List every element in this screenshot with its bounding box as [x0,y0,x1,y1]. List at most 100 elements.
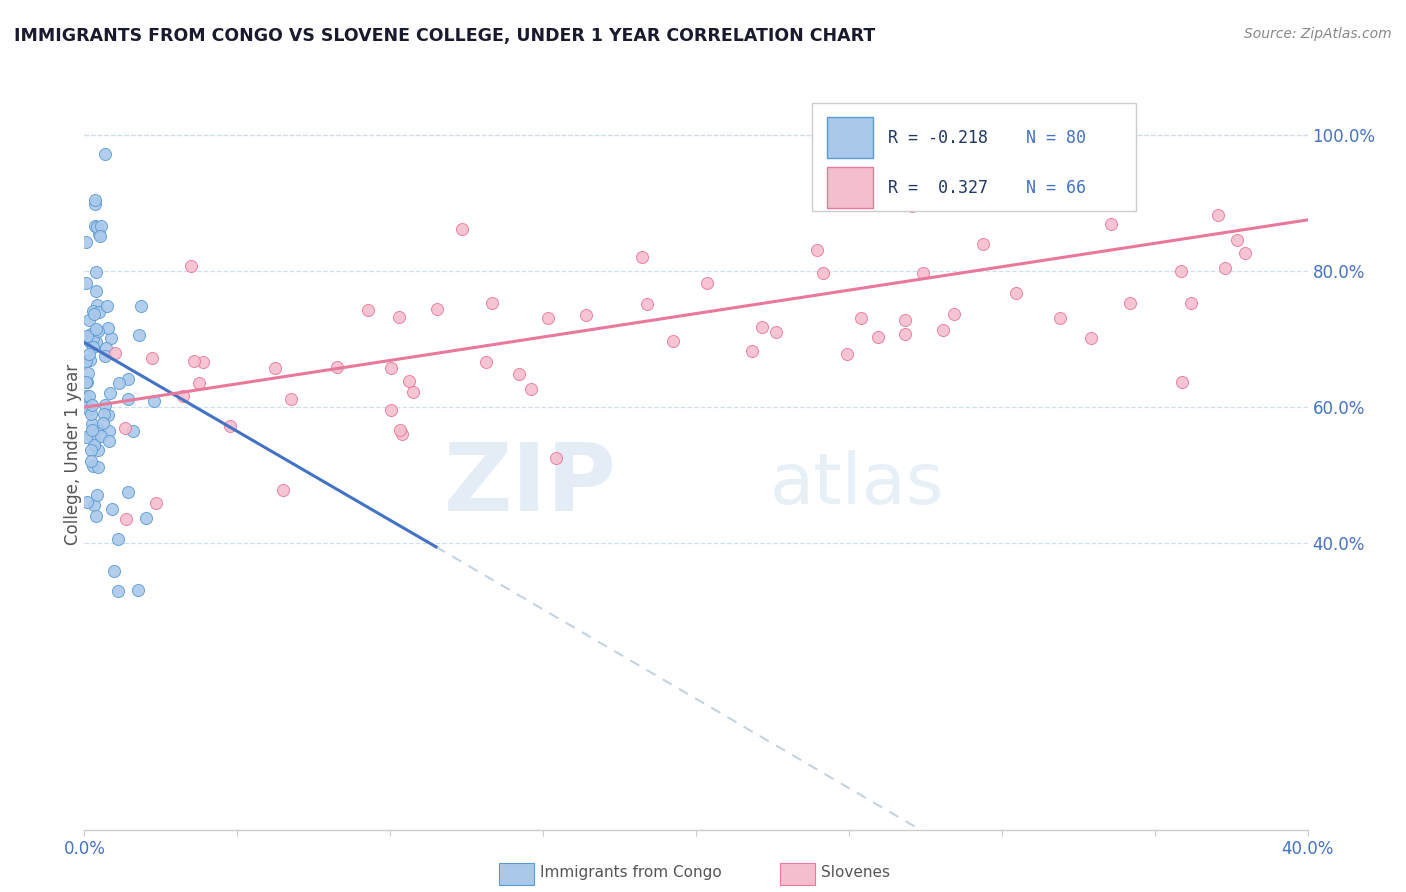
Point [172,389,194,403]
Point [103,565,125,579]
Point [93,407,115,421]
Point [77,403,100,417]
Point [104,346,127,360]
Point [131,300,153,314]
Point [188,376,211,390]
Point [94,397,117,411]
Point [1099,217,1122,231]
Point [84,322,107,336]
Point [183,353,205,368]
Point [82,459,104,474]
Point [380,403,402,417]
Point [100,331,122,345]
Point [765,326,787,340]
Point [94,349,117,363]
Text: atlas: atlas [769,450,943,519]
Point [191,354,214,368]
Point [1170,264,1192,278]
Point [89,229,111,244]
Point [97,321,120,335]
Point [79,353,101,368]
Point [77,389,100,403]
Point [811,266,834,280]
Point [271,483,294,497]
Point [84,264,107,278]
Point [86,298,108,312]
Point [82,331,104,345]
Point [75,276,97,290]
Point [357,302,380,317]
Point [80,442,103,457]
Point [481,296,503,310]
Point [180,259,202,273]
Point [901,199,924,213]
Point [398,374,420,388]
Point [1206,208,1229,222]
Point [128,328,150,343]
Point [82,340,104,354]
Point [849,311,872,326]
Text: Source: ZipAtlas.com: Source: ZipAtlas.com [1244,27,1392,41]
Point [87,305,110,319]
Point [1080,331,1102,345]
Text: Immigrants from Congo: Immigrants from Congo [540,865,721,880]
Point [83,194,105,208]
Point [107,584,129,599]
Point [117,392,139,406]
Point [114,421,136,435]
FancyBboxPatch shape [827,167,873,208]
Point [575,308,598,322]
Text: ZIP: ZIP [443,439,616,531]
Point [86,219,108,234]
Point [1119,296,1142,310]
Point [1234,246,1257,260]
Point [450,222,472,236]
Point [894,327,917,342]
Point [84,219,107,233]
Point [117,372,139,386]
Point [741,343,763,358]
Point [806,243,828,257]
Point [866,329,889,343]
Point [661,334,683,349]
Point [80,454,103,468]
Point [127,582,149,597]
Point [83,307,105,321]
Point [77,313,100,327]
Point [75,389,97,403]
Point [972,236,994,251]
Point [80,428,103,442]
Point [389,423,412,437]
Point [80,398,103,412]
Point [218,419,240,434]
Point [894,313,917,327]
Point [537,311,560,326]
Point [1001,159,1024,173]
Point [1226,234,1249,248]
Point [86,487,108,501]
Point [1171,376,1194,390]
Text: Slovenes: Slovenes [821,865,890,880]
Point [79,327,101,342]
Point [87,227,110,241]
Y-axis label: College, Under 1 year: College, Under 1 year [65,364,82,546]
Point [1005,285,1028,300]
Point [117,485,139,500]
Point [544,451,567,466]
Point [912,266,935,280]
Point [141,351,163,366]
Point [90,219,112,234]
Point [93,146,115,161]
Point [388,310,411,325]
Point [1049,311,1071,326]
Point [76,494,98,508]
Point [107,533,129,547]
Point [402,384,425,399]
Point [91,417,114,431]
Point [82,417,104,432]
Point [835,347,858,361]
Point [90,428,112,442]
Point [508,367,530,381]
Point [87,324,110,338]
Text: R =  0.327: R = 0.327 [889,178,988,196]
